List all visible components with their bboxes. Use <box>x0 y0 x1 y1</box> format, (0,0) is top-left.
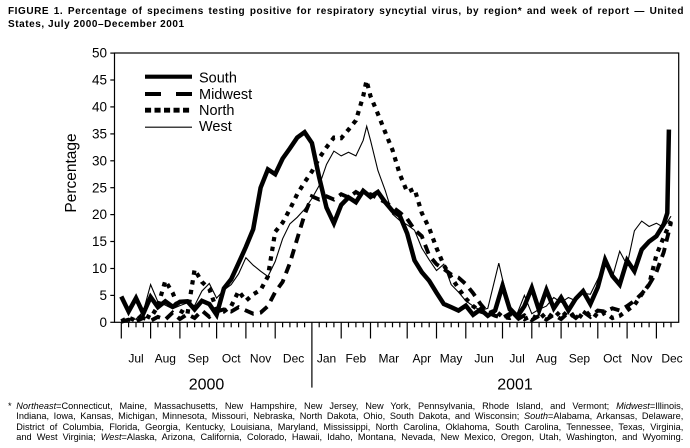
svg-text:Sep: Sep <box>569 352 591 366</box>
svg-text:0: 0 <box>99 315 107 330</box>
svg-text:2000: 2000 <box>189 376 225 393</box>
svg-text:5: 5 <box>99 288 107 303</box>
svg-text:35: 35 <box>92 127 107 142</box>
svg-text:2001: 2001 <box>497 376 533 393</box>
svg-text:Dec: Dec <box>283 352 304 366</box>
svg-text:50: 50 <box>92 46 107 61</box>
svg-text:25: 25 <box>92 180 107 195</box>
svg-text:Aug: Aug <box>155 352 176 366</box>
svg-text:Feb: Feb <box>346 352 367 366</box>
svg-text:Oct: Oct <box>603 352 622 366</box>
svg-text:Jun: Jun <box>474 352 493 366</box>
svg-text:Nov: Nov <box>631 352 652 366</box>
svg-text:Jul: Jul <box>509 352 524 366</box>
svg-text:Oct: Oct <box>222 352 241 366</box>
svg-text:10: 10 <box>92 261 107 276</box>
svg-text:30: 30 <box>92 153 107 168</box>
svg-text:Dec: Dec <box>661 352 682 366</box>
svg-text:South: South <box>199 70 237 86</box>
svg-text:Nov: Nov <box>250 352 271 366</box>
svg-text:Jul: Jul <box>128 352 143 366</box>
svg-text:May: May <box>440 352 463 366</box>
svg-text:North: North <box>199 103 234 119</box>
svg-text:Mar: Mar <box>378 352 399 366</box>
svg-text:West: West <box>199 119 232 135</box>
svg-text:Midwest: Midwest <box>199 87 252 103</box>
svg-text:15: 15 <box>92 234 107 249</box>
svg-text:Apr: Apr <box>412 352 431 366</box>
svg-text:Aug: Aug <box>536 352 557 366</box>
svg-text:40: 40 <box>92 100 107 115</box>
svg-text:45: 45 <box>92 73 107 88</box>
svg-text:Jan: Jan <box>317 352 336 366</box>
svg-text:20: 20 <box>92 207 107 222</box>
svg-text:Sep: Sep <box>188 352 210 366</box>
svg-text:Percentage: Percentage <box>63 133 80 212</box>
